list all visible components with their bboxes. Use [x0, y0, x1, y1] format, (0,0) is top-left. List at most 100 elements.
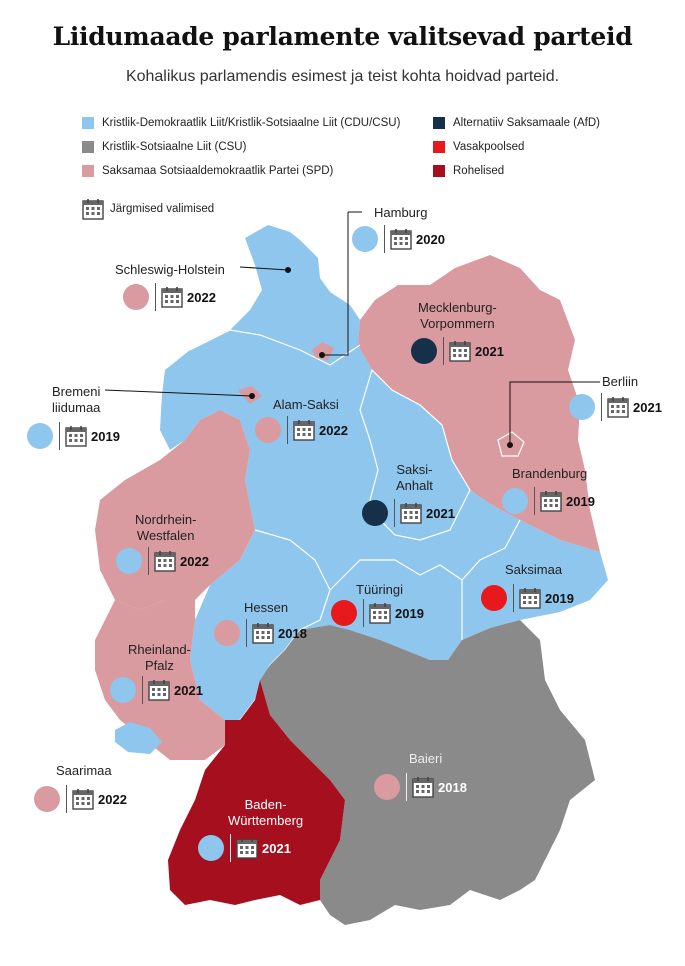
- calendar-icon: [607, 396, 629, 418]
- legend-item-csu: Kristlik-Sotsiaalne Liit (CSU): [82, 141, 246, 153]
- party-circle-nrw: [116, 548, 142, 574]
- region-bayern: [260, 620, 595, 925]
- party-circle-rheinland-pfalz: [110, 677, 136, 703]
- state-name-sachsen-anhalt: Saksi- Anhalt: [396, 462, 433, 493]
- election-year-saarland: 2022: [98, 792, 127, 807]
- separator: [601, 393, 602, 421]
- leader-lines: [104, 211, 600, 445]
- state-name-schleswig-holstein: Schleswig-Holstein: [115, 262, 225, 277]
- calendar-icon: [154, 550, 176, 572]
- separator: [363, 599, 364, 627]
- legend-swatch: [433, 117, 445, 129]
- calendar-icon: [236, 837, 258, 859]
- calendar-icon: [400, 502, 422, 524]
- election-year-sachsen: 2019: [545, 591, 574, 606]
- election-year-schleswig-holstein: 2022: [187, 290, 216, 305]
- separator: [66, 785, 67, 813]
- dot-hamburg: [319, 352, 325, 358]
- page-title: Liidumaade parlamente valitsevad parteid: [52, 22, 633, 51]
- state-name-bw: Baden- Württemberg: [228, 797, 304, 828]
- calendar-icon: [72, 788, 94, 810]
- party-circle-bw: [198, 835, 224, 861]
- party-circle-berlin: [569, 394, 595, 420]
- legend-swatch: [433, 141, 445, 153]
- calendar-icon: [412, 776, 434, 798]
- calendar-icon: [148, 679, 170, 701]
- election-year-niedersachsen: 2022: [319, 423, 348, 438]
- border-sachsen: [461, 519, 521, 581]
- calendar-icon: [540, 490, 562, 512]
- party-circle-sachsen: [481, 585, 507, 611]
- state-name-sachsen: Saksimaa: [505, 562, 563, 577]
- legend-label: Järgmised valimised: [110, 203, 215, 215]
- state-name-bremen: Bremeni liidumaa: [52, 384, 101, 415]
- legend-swatch: [82, 165, 94, 177]
- border-north: [189, 329, 361, 366]
- legend-label: Kristlik-Demokraatlik Liit/Kristlik-Sots…: [102, 117, 401, 129]
- legend-item-afd: Alternatiiv Saksamaale (AfD): [433, 117, 600, 129]
- calendar-icon: [390, 228, 412, 250]
- election-year-bremen: 2019: [91, 429, 120, 444]
- border-sachsen-anhalt: [359, 368, 471, 541]
- election-year-rheinland-pfalz: 2021: [174, 683, 203, 698]
- separator: [59, 422, 60, 450]
- region-spd-east: [358, 255, 600, 552]
- separator: [534, 487, 535, 515]
- legend-swatch: [82, 141, 94, 153]
- party-circle-hamburg: [352, 226, 378, 252]
- separator: [513, 584, 514, 612]
- election-year-bw: 2021: [262, 841, 291, 856]
- dot-schleswig-holstein: [285, 267, 291, 273]
- election-year-nrw: 2022: [180, 554, 209, 569]
- legend-label: Saksamaa Sotsiaaldemokraatlik Partei (SP…: [102, 165, 334, 177]
- separator: [406, 773, 407, 801]
- legend-swatch: [82, 117, 94, 129]
- calendar-icon: [519, 587, 541, 609]
- party-circle-bayern: [374, 774, 400, 800]
- region-rheinland-pfalz: [95, 600, 225, 760]
- party-circle-niedersachsen: [255, 417, 281, 443]
- calendar-icon: [369, 602, 391, 624]
- state-name-nrw: Nordrhein- Westfalen: [135, 512, 197, 543]
- calendar-icon: [293, 419, 315, 441]
- party-circle-mecklenburg: [411, 338, 437, 364]
- party-circle-saarland: [34, 786, 60, 812]
- dot-bremen: [249, 393, 255, 399]
- party-circle-thueringen: [331, 600, 357, 626]
- state-name-saarland: Saarimaa: [56, 763, 112, 778]
- calendar-icon: [82, 198, 104, 220]
- separator: [155, 283, 156, 311]
- election-year-hamburg: 2020: [416, 232, 445, 247]
- legend-label: Alternatiiv Saksamaale (AfD): [453, 117, 600, 129]
- election-year-thueringen: 2019: [395, 606, 424, 621]
- separator: [142, 676, 143, 704]
- state-name-niedersachsen: Alam-Saksi: [273, 397, 339, 412]
- separator: [287, 416, 288, 444]
- calendar-icon: [161, 286, 183, 308]
- legend-label: Kristlik-Sotsiaalne Liit (CSU): [102, 141, 247, 153]
- legend-item-spd: Saksamaa Sotsiaaldemokraatlik Partei (SP…: [82, 165, 333, 177]
- legend-swatch: [433, 165, 445, 177]
- election-year-sachsen-anhalt: 2021: [426, 506, 455, 521]
- separator: [148, 547, 149, 575]
- legend-item-left: Vasakpoolsed: [433, 141, 524, 153]
- legend-label: Vasakpoolsed: [453, 141, 525, 153]
- party-circle-sachsen-anhalt: [362, 500, 388, 526]
- legend-item-cdu: Kristlik-Demokraatlik Liit/Kristlik-Sots…: [82, 117, 400, 129]
- separator: [394, 499, 395, 527]
- election-year-bayern: 2018: [438, 780, 467, 795]
- separator: [246, 619, 247, 647]
- separator: [443, 337, 444, 365]
- party-circle-brandenburg: [502, 488, 528, 514]
- state-name-hessen: Hessen: [244, 600, 289, 615]
- election-year-berlin: 2021: [633, 400, 662, 415]
- calendar-icon: [65, 425, 87, 447]
- state-name-brandenburg: Brandenburg: [512, 466, 588, 481]
- calendar-icon: [252, 622, 274, 644]
- election-year-brandenburg: 2019: [566, 494, 595, 509]
- state-name-rheinland-pfalz: Rheinland- Pfalz: [128, 642, 191, 673]
- state-name-mecklenburg: Mecklenburg- Vorpommern: [418, 300, 497, 331]
- region-saarland: [115, 722, 162, 754]
- party-circle-bremen: [27, 423, 53, 449]
- calendar-icon: [449, 340, 471, 362]
